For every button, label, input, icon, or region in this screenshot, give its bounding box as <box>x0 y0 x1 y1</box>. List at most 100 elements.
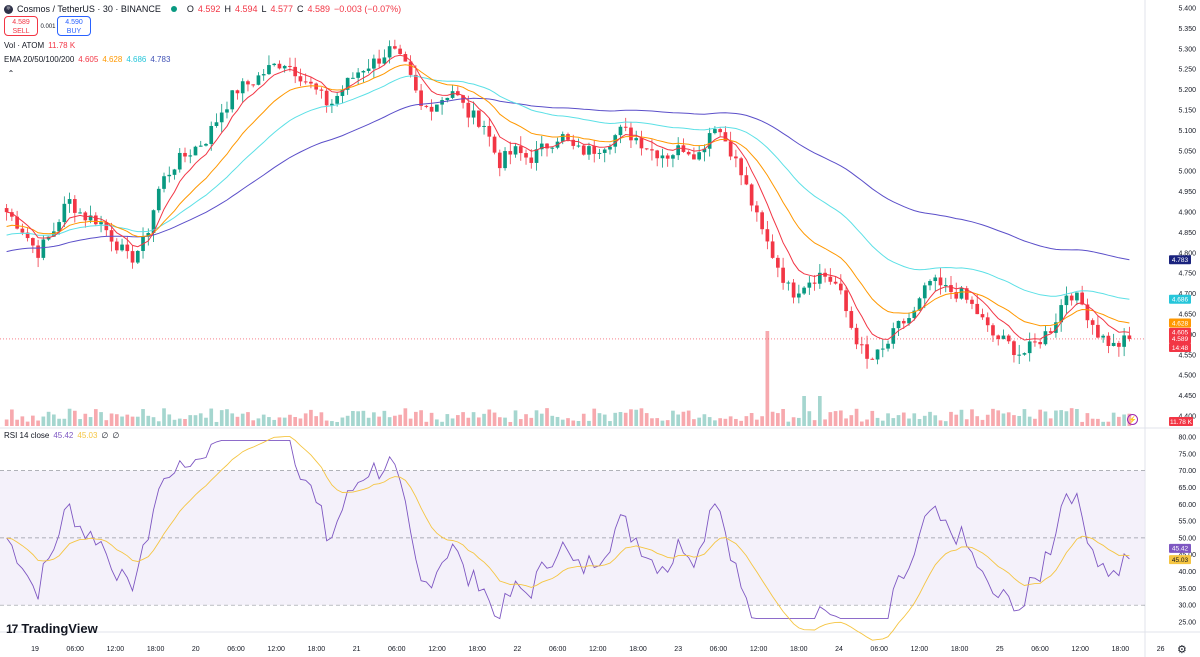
volume-bar <box>351 410 355 426</box>
ohlc-high: 4.594 <box>234 4 258 14</box>
rsi-tick-label: 50.00 <box>1178 535 1196 542</box>
volume-bar <box>755 419 759 426</box>
candle-body <box>114 241 119 251</box>
candle-body <box>298 76 303 82</box>
price-tag-text-ema50: 4.628 <box>1172 320 1189 327</box>
volume-bar <box>31 415 35 426</box>
price-tick-label: 5.000 <box>1178 169 1196 176</box>
candle-body <box>188 155 193 157</box>
rsi-label: RSI 14 close <box>4 431 50 440</box>
time-axis-label: 23 <box>674 646 682 653</box>
candle-body <box>1001 335 1006 340</box>
candle-body <box>534 149 539 163</box>
time-axis-label: 12:00 <box>1071 646 1089 653</box>
sell-button[interactable]: 4.589 SELL <box>4 16 38 36</box>
candle-body <box>272 63 277 66</box>
volume-value: 11.78 K <box>48 41 76 50</box>
candle-body <box>901 320 906 324</box>
candle-body <box>760 212 764 230</box>
volume-bar <box>193 415 198 426</box>
volume-bar <box>288 414 292 426</box>
time-axis-label: 21 <box>353 646 361 653</box>
volume-bar <box>476 417 481 426</box>
candle-body <box>177 152 182 170</box>
volume-bar <box>382 410 387 426</box>
symbol-title[interactable]: Cosmos / TetherUS · 30 · BINANCE <box>17 4 161 14</box>
volume-bar <box>198 413 203 426</box>
tradingview-logo-text: TradingView <box>21 621 98 636</box>
time-axis-label: 06:00 <box>227 646 245 653</box>
candle-body <box>917 298 922 311</box>
ema-line-ema100 <box>6 75 1130 300</box>
candle-body <box>886 343 890 349</box>
candle-body <box>282 65 287 69</box>
volume-bar <box>702 414 707 426</box>
volume-bar <box>534 410 539 426</box>
rsi-ma-line <box>6 436 1130 641</box>
volume-bar <box>954 414 959 426</box>
volume-bar <box>870 410 875 426</box>
volume-bar <box>639 408 644 426</box>
volume-bar <box>435 419 439 426</box>
rsi-tick-label: 75.00 <box>1178 451 1196 458</box>
volume-bar <box>219 410 224 426</box>
volume-bar <box>660 420 665 426</box>
price-tag-text-timer: 14:48 <box>1172 345 1189 352</box>
volume-bar <box>188 415 193 426</box>
candle-body <box>125 244 130 252</box>
candle-body <box>602 149 607 153</box>
rsi-tick-label: 60.00 <box>1178 502 1196 509</box>
candle-body <box>907 318 911 324</box>
rsi-legend[interactable]: RSI 14 close 45.42 45.03 ∅ ∅ <box>4 431 119 440</box>
candle-body <box>650 149 654 151</box>
volume-bar <box>429 412 434 426</box>
volume-bar <box>922 415 927 426</box>
tradingview-logo[interactable]: 17 TradingView <box>6 621 98 636</box>
volume-bar <box>372 412 376 426</box>
candle-body <box>319 89 324 91</box>
volume-legend[interactable]: Vol · ATOM 11.78 K <box>4 41 75 50</box>
collapse-legend-icon[interactable]: ⌃ <box>7 69 15 78</box>
volume-bar <box>15 419 19 426</box>
candle-body <box>838 283 843 291</box>
lightning-icon[interactable]: ⚡ <box>1127 414 1138 425</box>
volume-bar <box>36 420 40 426</box>
candle-body <box>975 303 980 315</box>
volume-bar <box>366 417 371 426</box>
ema-legend[interactable]: EMA 20/50/100/200 4.605 4.628 4.686 4.78… <box>4 55 170 64</box>
candle-body <box>435 104 439 112</box>
volume-bar <box>1059 410 1064 426</box>
candle-body <box>576 145 581 147</box>
ohlc-change: −0.003 (−0.07%) <box>334 4 402 14</box>
buy-button[interactable]: 4.590 BUY <box>57 16 91 36</box>
volume-bar <box>1054 410 1058 426</box>
candle-body <box>230 90 235 110</box>
candle-body <box>1075 292 1079 301</box>
volume-bar <box>272 419 277 426</box>
volume-bar <box>907 418 911 426</box>
ema50-value: 4.628 <box>102 55 123 64</box>
volume-bar <box>1017 415 1022 426</box>
volume-bar <box>340 417 345 426</box>
volume-bar <box>256 418 261 426</box>
volume-bar <box>162 408 166 426</box>
time-axis-label: 22 <box>514 646 522 653</box>
volume-bar <box>230 413 235 426</box>
volume-bar <box>130 416 135 426</box>
time-axis-label: 06:00 <box>870 646 888 653</box>
sell-label: SELL <box>12 28 30 35</box>
candle-body <box>450 91 455 98</box>
candle-body <box>356 72 360 78</box>
candle-body <box>20 228 25 233</box>
candle-body <box>623 126 628 128</box>
volume-bar <box>602 414 607 426</box>
volume-bar <box>896 415 901 426</box>
volume-bar <box>335 421 339 426</box>
volume-bar <box>1117 416 1121 426</box>
rsi-tag-rsi <box>1169 543 1191 553</box>
rsi-tick-label: 70.00 <box>1178 468 1196 475</box>
price-tick-label: 4.500 <box>1178 373 1196 380</box>
volume-bar <box>560 419 565 426</box>
gear-icon[interactable]: ⚙ <box>1177 644 1187 656</box>
